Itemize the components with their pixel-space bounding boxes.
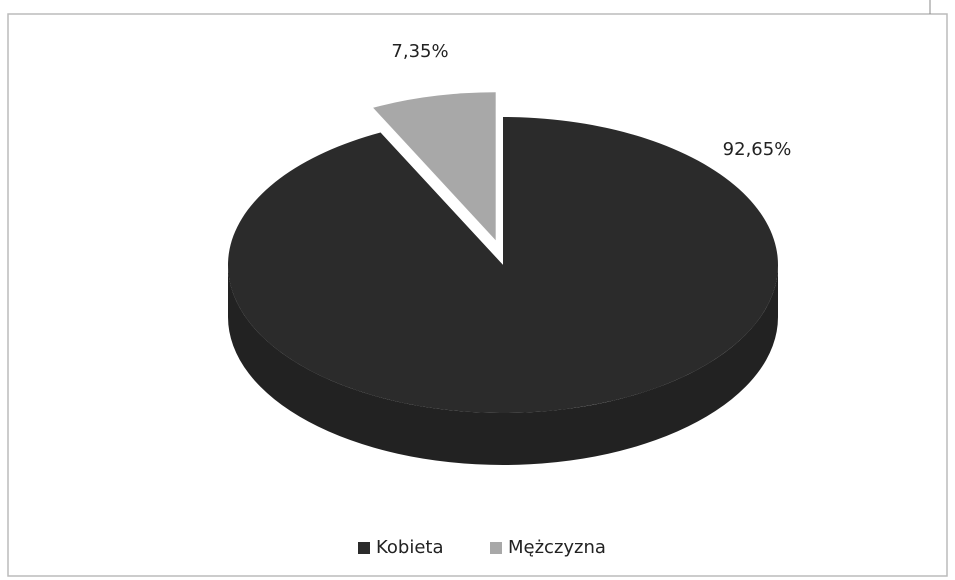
legend-label: Mężczyzna (508, 537, 606, 558)
slice (227, 117, 778, 413)
data-label: 92,65% (723, 139, 792, 160)
data-label: 7,35% (391, 41, 448, 62)
slice-side (228, 265, 778, 465)
slice (373, 92, 496, 241)
legend-label: Kobieta (376, 537, 444, 558)
legend-swatch (358, 542, 370, 554)
legend-swatch (490, 542, 502, 554)
